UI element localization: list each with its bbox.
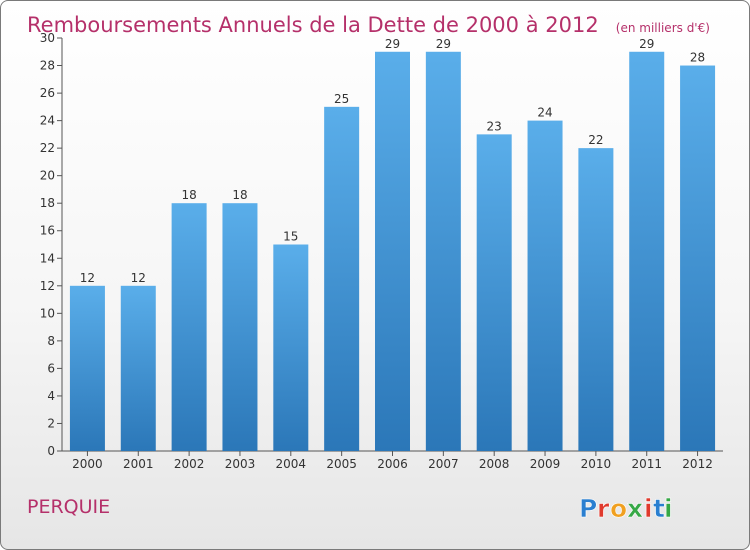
bar-2005 xyxy=(324,106,360,451)
y-tick-label: 8 xyxy=(47,334,55,348)
logo-letter: i xyxy=(664,494,673,523)
y-tick-label: 12 xyxy=(40,279,55,293)
y-tick-label: 6 xyxy=(47,361,55,375)
data-label: 23 xyxy=(487,119,502,133)
chart-title: Remboursements Annuels de la Dette de 20… xyxy=(27,13,710,37)
data-label: 24 xyxy=(537,106,552,120)
bar-2001 xyxy=(120,285,156,451)
x-tick-label: 2002 xyxy=(174,457,205,471)
bars: 12 12 18 18 15 25 29 29 23 24 22 29 28 xyxy=(69,37,716,452)
y-tick-label: 0 xyxy=(47,444,55,458)
x-tick-label: 2006 xyxy=(377,457,408,471)
y-tick-label: 24 xyxy=(40,114,55,128)
logo-letter: P xyxy=(579,494,597,523)
bar-2002 xyxy=(171,203,207,451)
chart-title-unit: (en milliers d'€) xyxy=(616,21,710,35)
bar-2004 xyxy=(273,244,309,451)
data-label: 25 xyxy=(334,92,349,106)
x-tick-label: 2004 xyxy=(276,457,307,471)
bar-2010 xyxy=(578,148,614,451)
logo-letter: r xyxy=(597,494,610,523)
data-label: 29 xyxy=(436,37,451,51)
data-label: 18 xyxy=(232,188,247,202)
x-tick-label: 2007 xyxy=(428,457,459,471)
logo-letter: t xyxy=(653,494,665,523)
bar-2012 xyxy=(680,65,716,452)
bar-2008 xyxy=(476,134,512,451)
bar-2007 xyxy=(425,51,461,452)
data-label: 15 xyxy=(283,230,298,244)
x-tick-label: 2005 xyxy=(326,457,357,471)
y-tick-label: 16 xyxy=(40,224,55,238)
y-tick-label: 14 xyxy=(40,251,55,265)
data-label: 12 xyxy=(80,271,95,285)
chart-title-main: Remboursements Annuels de la Dette de 20… xyxy=(27,13,599,37)
location-label: PERQUIE xyxy=(27,496,110,518)
x-tick-label: 2012 xyxy=(682,457,713,471)
logo-letter: x xyxy=(627,494,643,523)
bar-2011 xyxy=(629,51,665,452)
x-tick-label: 2011 xyxy=(631,457,662,471)
bar-2003 xyxy=(222,203,258,451)
x-tick-label: 2001 xyxy=(123,457,154,471)
x-tick-label: 2008 xyxy=(479,457,510,471)
y-tick-label: 30 xyxy=(40,31,55,45)
bar-2006 xyxy=(375,51,410,452)
bar-2000 xyxy=(69,285,105,451)
x-tick-label: 2009 xyxy=(530,457,561,471)
x-tick-label: 2000 xyxy=(72,457,103,471)
logo-letter: o xyxy=(610,494,627,523)
logo-letter: i xyxy=(644,494,653,523)
data-label: 18 xyxy=(181,188,196,202)
data-label: 28 xyxy=(690,51,705,65)
data-label: 29 xyxy=(385,37,400,51)
data-label: 22 xyxy=(588,133,603,147)
y-tick-label: 26 xyxy=(40,86,55,100)
x-tick-label: 2003 xyxy=(225,457,256,471)
bar-2009 xyxy=(527,120,563,451)
y-tick-label: 4 xyxy=(47,389,55,403)
data-label: 12 xyxy=(131,271,146,285)
y-tick-label: 22 xyxy=(40,141,55,155)
y-tick-label: 10 xyxy=(40,306,55,320)
y-tick-label: 28 xyxy=(40,59,55,73)
data-label: 29 xyxy=(639,37,654,51)
y-tick-label: 2 xyxy=(47,416,55,430)
y-tick-label: 18 xyxy=(40,196,55,210)
y-tick-label: 20 xyxy=(40,169,55,183)
x-tick-label: 2010 xyxy=(581,457,612,471)
